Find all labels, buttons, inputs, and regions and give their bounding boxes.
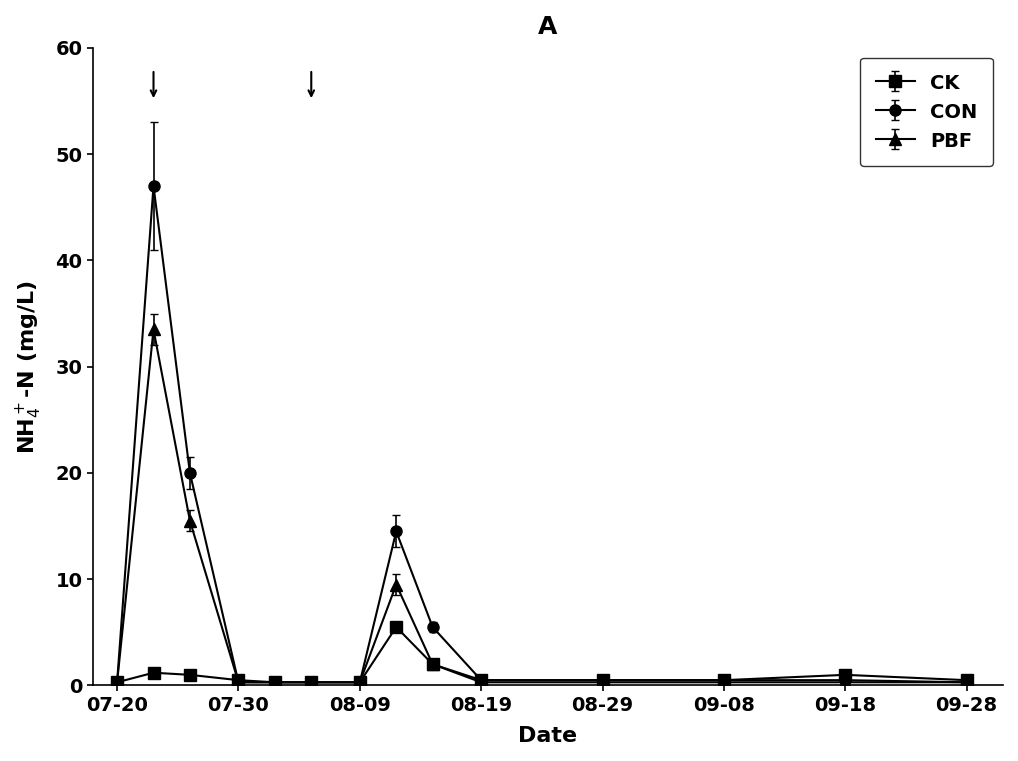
Legend: CK, CON, PBF: CK, CON, PBF <box>860 58 994 166</box>
X-axis label: Date: Date <box>518 726 577 746</box>
Title: A: A <box>539 15 558 39</box>
Y-axis label: NH$_4^+$-N (mg/L): NH$_4^+$-N (mg/L) <box>15 280 45 454</box>
